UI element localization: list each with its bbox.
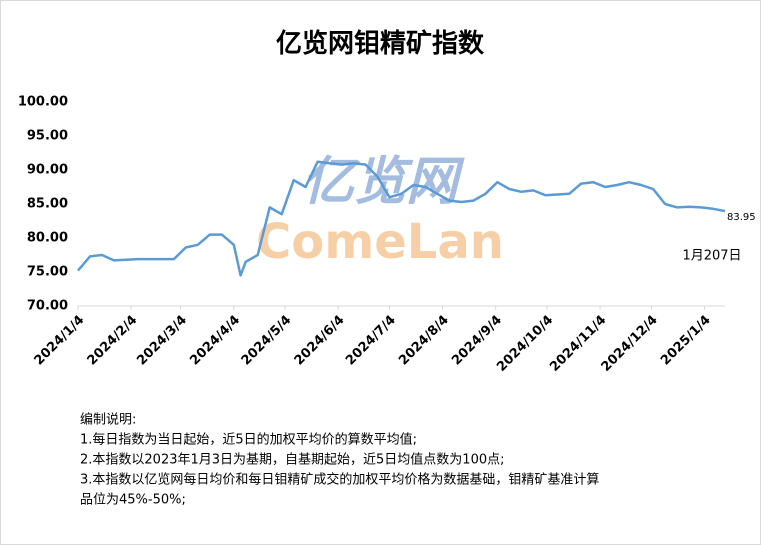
note: 编制说明: — [80, 413, 136, 428]
y-tick-label: 80.00 — [27, 231, 68, 246]
note: 2.本指数以2023年1月3日为基期，自基期起始，近5日均值点数为100点; — [80, 452, 505, 468]
y-tick-label: 90.00 — [27, 163, 68, 178]
y-tick-label: 95.00 — [27, 129, 68, 144]
y-tick-label: 70.00 — [27, 299, 68, 314]
note: 1.每日指数为当日起始，近5日的加权平均价的算数平均值; — [80, 432, 417, 448]
note: 品位为45%-50%; — [80, 493, 186, 508]
y-tick-label: 75.00 — [27, 265, 68, 280]
watermark: ComeLan — [256, 214, 504, 270]
y-tick-label: 100.00 — [18, 95, 68, 110]
line — [77, 160, 726, 277]
note: 3.本指数以亿览网每日均价和每日钼精矿成交的加权平均价格为数据基础，钼精矿基准计… — [80, 472, 599, 488]
watermark: 亿览网 — [302, 152, 465, 212]
data-label: 83.95 — [727, 212, 756, 223]
chart-title: 亿览网钼精矿指数 — [276, 28, 485, 59]
annotation: 1月207日 — [682, 249, 741, 264]
y-tick-label: 85.00 — [27, 197, 68, 212]
